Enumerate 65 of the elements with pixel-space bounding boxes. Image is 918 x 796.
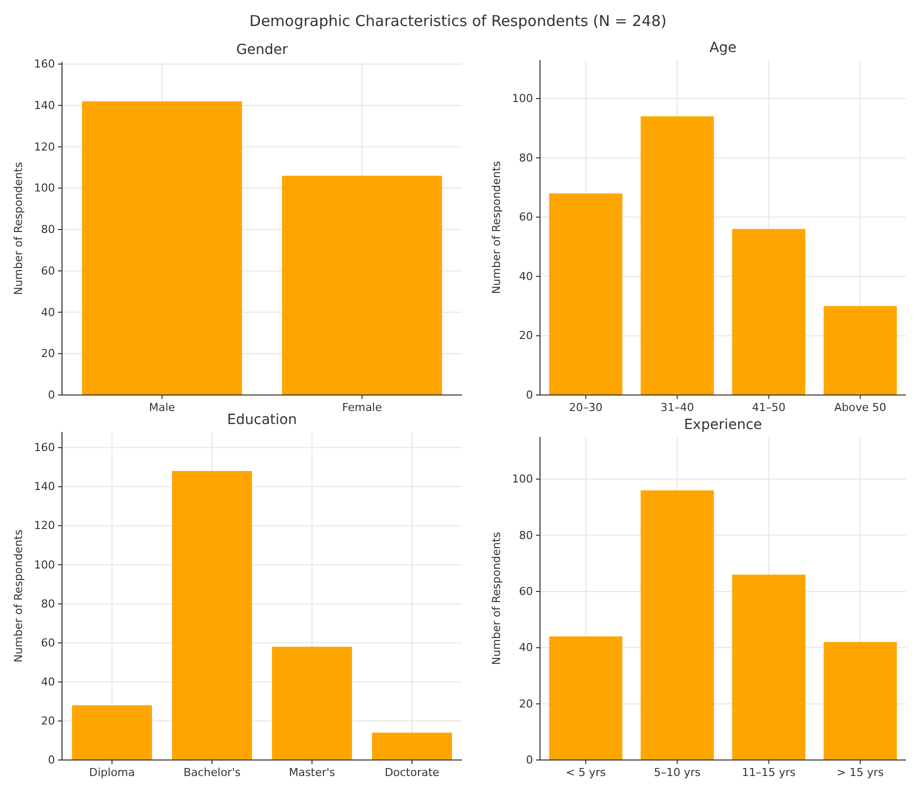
y-tick-label: 140 bbox=[34, 480, 55, 494]
bar bbox=[640, 490, 714, 760]
y-tick-label: 60 bbox=[41, 636, 55, 650]
x-tick-label: > 15 yrs bbox=[836, 766, 884, 779]
y-tick-label: 60 bbox=[41, 264, 55, 278]
y-tick-label: 100 bbox=[512, 92, 533, 106]
y-tick-label: 20 bbox=[41, 714, 55, 728]
y-tick-label: 20 bbox=[519, 329, 533, 342]
y-tick-label: 0 bbox=[526, 388, 533, 402]
bar bbox=[372, 732, 452, 760]
y-tick-label: 160 bbox=[34, 58, 55, 71]
y-tick-label: 60 bbox=[519, 210, 533, 224]
chart-title: Experience bbox=[684, 417, 762, 433]
bar bbox=[824, 642, 897, 760]
y-tick-label: 0 bbox=[48, 754, 55, 767]
x-tick-label: 20–30 bbox=[569, 401, 602, 414]
bar bbox=[549, 636, 622, 760]
bar bbox=[272, 646, 352, 760]
x-tick-label: Master's bbox=[288, 766, 336, 779]
bar bbox=[640, 116, 714, 395]
y-tick-label: 40 bbox=[519, 270, 533, 283]
y-tick-label: 140 bbox=[34, 98, 55, 112]
x-tick-label: 31–40 bbox=[660, 401, 694, 414]
x-tick-label: Doctorate bbox=[384, 766, 440, 779]
text: Demographic Characteristics of Respondents (N = 248) bbox=[249, 12, 667, 30]
chart-title: Education bbox=[227, 412, 297, 428]
y-tick-label: 100 bbox=[34, 558, 55, 572]
chart-title: Age bbox=[709, 40, 737, 56]
y-tick-label: 0 bbox=[526, 754, 533, 767]
bar bbox=[172, 471, 252, 760]
y-tick-label: 0 bbox=[48, 388, 55, 402]
y-tick-label: 80 bbox=[41, 597, 55, 610]
x-tick-label: 11–15 yrs bbox=[742, 766, 796, 779]
x-tick-label: Above 50 bbox=[834, 401, 886, 414]
y-tick-label: 120 bbox=[34, 140, 55, 154]
y-tick-label: 160 bbox=[34, 441, 55, 454]
y-tick-label: 40 bbox=[519, 641, 533, 654]
x-tick-label: Female bbox=[342, 401, 382, 414]
bar bbox=[824, 306, 897, 395]
x-tick-label: 41–50 bbox=[752, 401, 786, 414]
x-tick-label: < 5 yrs bbox=[566, 766, 606, 779]
x-tick-label: Bachelor's bbox=[183, 766, 241, 779]
y-tick-label: 80 bbox=[41, 223, 55, 236]
bar bbox=[549, 193, 622, 395]
bar bbox=[72, 705, 152, 760]
x-tick-label: 5–10 yrs bbox=[654, 766, 701, 779]
y-tick-label: 20 bbox=[519, 697, 533, 710]
y-tick-label: 40 bbox=[41, 675, 55, 688]
y-axis-title: Number of Respondents bbox=[12, 162, 25, 295]
bar bbox=[732, 228, 806, 395]
y-tick-label: 20 bbox=[41, 347, 55, 360]
y-axis-title: Number of Respondents bbox=[490, 532, 503, 665]
bar bbox=[732, 574, 806, 760]
y-tick-label: 80 bbox=[519, 151, 533, 164]
y-tick-label: 80 bbox=[519, 528, 533, 542]
y-tick-label: 100 bbox=[34, 182, 55, 195]
y-axis-title: Number of Respondents bbox=[490, 160, 503, 294]
x-tick-label: Diploma bbox=[89, 766, 135, 779]
y-tick-label: 100 bbox=[512, 472, 533, 486]
y-tick-label: 60 bbox=[519, 585, 533, 598]
y-tick-label: 120 bbox=[34, 519, 55, 532]
y-tick-label: 40 bbox=[41, 306, 55, 319]
x-tick-label: Male bbox=[148, 401, 176, 414]
chart-title: Gender bbox=[236, 42, 288, 58]
y-axis-title: Number of Respondents bbox=[12, 529, 25, 662]
